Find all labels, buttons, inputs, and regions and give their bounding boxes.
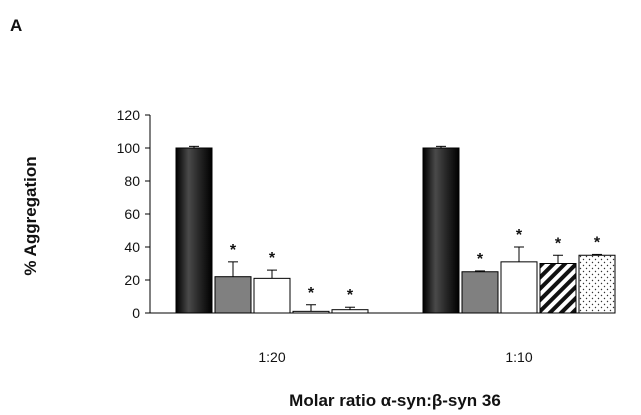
bar: [461, 271, 499, 314]
bar-series: * * * * * * * *: [175, 145, 616, 314]
bar: [214, 276, 252, 314]
y-tick-label: 60: [124, 206, 140, 222]
x-axis-title: Molar ratio α-syn:β-syn 36: [289, 391, 501, 410]
bar: [500, 261, 538, 314]
bar: [331, 309, 369, 314]
y-axis-title: % Aggregation: [21, 156, 40, 275]
significance-marker: *: [477, 251, 484, 268]
group-label: 1:20: [258, 349, 285, 365]
y-tick-label: 100: [117, 140, 141, 156]
significance-marker: *: [516, 227, 523, 244]
y-tick-label: 40: [124, 239, 140, 255]
y-tick-label: 0: [132, 305, 140, 321]
bar: [292, 310, 330, 314]
significance-marker: *: [555, 235, 562, 252]
group-label: 1:10: [505, 349, 532, 365]
significance-marker: *: [308, 285, 315, 302]
bar: [175, 147, 213, 314]
bar: [578, 254, 616, 314]
panel-label: A: [10, 16, 22, 35]
bar: [253, 277, 291, 314]
y-tick-label: 80: [124, 173, 140, 189]
bar: [422, 147, 460, 314]
y-tick-label: 120: [117, 107, 141, 123]
significance-marker: *: [347, 287, 354, 304]
significance-marker: *: [269, 250, 276, 267]
group-labels: 1:20 1:10: [258, 349, 532, 365]
significance-marker: *: [230, 242, 237, 259]
significance-marker: *: [594, 234, 601, 251]
y-tick-label: 20: [124, 272, 140, 288]
bar: [539, 263, 577, 314]
